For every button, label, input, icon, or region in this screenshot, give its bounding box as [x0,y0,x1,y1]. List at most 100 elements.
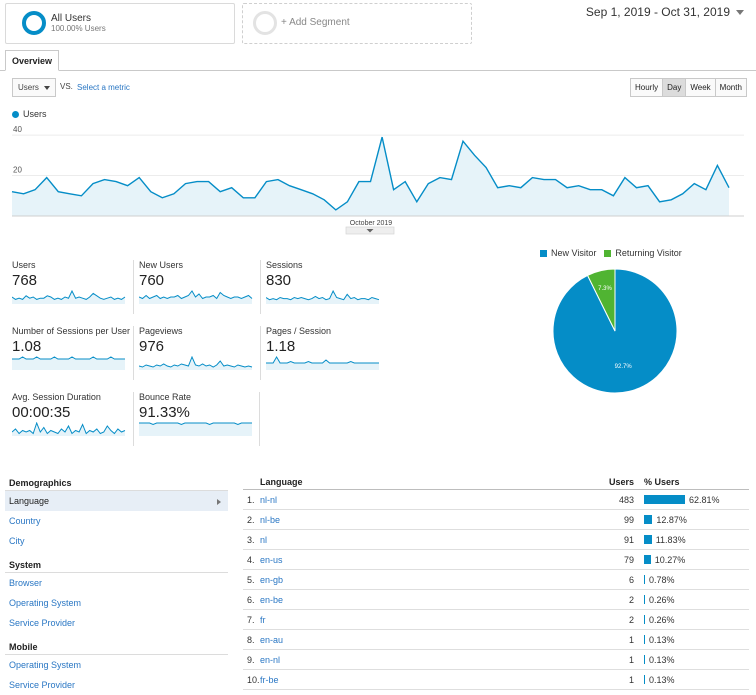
table-row[interactable]: 10. fr-be 1 0.13% [243,670,749,690]
legend-label: Users [23,109,47,119]
language-link[interactable]: en-be [260,595,284,605]
scorecard-divider [133,326,134,380]
pct-bar [644,495,685,504]
row-users: 2 [628,595,634,605]
scorecard-avg-session-duration[interactable]: Avg. Session Duration 00:00:35 [12,392,132,454]
table-row[interactable]: 2. nl-be 99 12.87% [243,510,749,530]
row-index: 9. [247,655,255,665]
granularity-hourly-button[interactable]: Hourly [631,79,664,96]
row-index: 2. [247,515,255,525]
tab-bar: Overview [0,50,756,71]
y-tick-label: 40 [13,125,22,134]
sidebar-section-mobile: Mobile [5,639,228,655]
sidebar-item-operating-system[interactable]: Operating System [9,660,82,670]
select-metric-link[interactable]: Select a metric [77,83,130,92]
scorecard-pages-session[interactable]: Pages / Session 1.18 [266,326,386,388]
granularity-month-button[interactable]: Month [715,79,746,96]
scorecard-value: 91.33% [139,404,190,421]
pie-slice-returning-visitor[interactable] [586,268,616,332]
metric-dropdown[interactable]: Users [12,78,56,97]
scorecard-value: 00:00:35 [12,404,71,421]
segment-all-users[interactable]: All Users 100.00% Users [5,3,235,44]
table-row[interactable]: 7. fr 2 0.26% [243,610,749,630]
sparkline-fill [139,423,252,436]
table-body: 1. nl-nl 483 62.81% 2. nl-be 99 12.87% 3. nl 91 11.… [243,490,749,690]
legend-swatch-icon [540,250,547,258]
legend-label: Returning Visitor [615,248,682,258]
language-link[interactable]: en-gb [260,575,284,585]
language-link[interactable]: en-us [260,555,283,565]
segment-title: All Users [51,13,92,24]
language-link[interactable]: nl-be [260,515,281,525]
row-pct-users: 12.87% [656,515,687,525]
header-pct-users: % Users [644,477,680,487]
sparkline-fill [139,357,252,370]
add-segment-button[interactable]: + Add Segment [242,3,472,44]
language-link[interactable]: nl-nl [260,495,278,505]
row-users: 1 [628,655,634,665]
granularity-week-button[interactable]: Week [686,79,716,96]
table-row[interactable]: 9. en-nl 1 0.13% [243,650,749,670]
scorecard-label: Avg. Session Duration [12,392,101,402]
y-tick-label: 20 [13,166,22,175]
row-pct-users: 0.26% [649,615,675,625]
date-range-label: Sep 1, 2019 - Oct 31, 2019 [585,5,730,19]
sidebar-item-country[interactable]: Country [9,516,41,526]
table-row[interactable]: 4. en-us 79 10.27% [243,550,749,570]
table-row[interactable]: 3. nl 91 11.83% [243,530,749,550]
legend-swatch-icon [604,250,612,258]
sparkline-path [266,290,380,301]
row-users: 2 [628,615,634,625]
area-fill [12,137,729,216]
language-link[interactable]: en-nl [260,655,281,665]
row-index: 5. [247,575,255,585]
scorecard-pageviews[interactable]: Pageviews 976 [139,326,259,388]
row-index: 10. [247,675,260,685]
row-pct-users: 62.81% [689,495,720,505]
date-range-picker[interactable]: Sep 1, 2019 - Oct 31, 2019 [586,5,744,19]
users-line-chart: 20 40 October 2019 [11,125,744,235]
language-link[interactable]: fr-be [260,675,279,685]
table-row[interactable]: 1. nl-nl 483 62.81% [243,490,749,510]
sidebar-item-language[interactable]: Language [5,491,228,511]
row-index: 7. [247,615,255,625]
scorecard-label: Pageviews [139,326,183,336]
row-users: 1 [628,635,634,645]
scorecard-divider [260,326,261,380]
scorecard-divider [133,392,134,446]
scorecard-value: 976 [139,338,165,355]
row-pct-users: 0.13% [649,675,675,685]
table-row[interactable]: 8. en-au 1 0.13% [243,630,749,650]
language-link[interactable]: nl [260,535,268,545]
tab-overview[interactable]: Overview [5,50,60,71]
pct-bar [644,595,645,604]
scorecard-new-users[interactable]: New Users 760 [139,260,259,322]
pct-bar [644,535,652,544]
pct-bar [644,655,645,664]
sidebar-item-service-provider[interactable]: Service Provider [9,680,76,690]
language-link[interactable]: fr [260,615,266,625]
table-row[interactable]: 6. en-be 2 0.26% [243,590,749,610]
sidebar-item-city[interactable]: City [9,536,25,546]
table-row[interactable]: 5. en-gb 6 0.78% [243,570,749,590]
scorecard-value: 830 [266,272,292,289]
pct-bar [644,675,645,684]
scorecard-label: Pages / Session [266,326,332,336]
scorecard-number-of-sessions-per-user[interactable]: Number of Sessions per User 1.08 [12,326,132,388]
row-users: 91 [623,535,634,545]
vs-label: VS. [60,82,73,91]
table-header: Language Users % Users [243,475,749,490]
sidebar-item-operating-system[interactable]: Operating System [9,598,82,608]
row-users: 483 [618,495,634,505]
scorecard-bounce-rate[interactable]: Bounce Rate 91.33% [139,392,259,454]
sidebar-item-browser[interactable]: Browser [9,578,43,588]
scorecard-users[interactable]: Users 768 [12,260,132,322]
scorecard-sessions[interactable]: Sessions 830 [266,260,386,322]
sidebar-item-service-provider[interactable]: Service Provider [9,618,76,628]
pct-bar [644,515,653,524]
granularity-day-button[interactable]: Day [663,79,687,96]
row-index: 6. [247,595,255,605]
row-pct-users: 0.78% [649,575,675,585]
scorecard-label: Sessions [266,260,303,270]
language-link[interactable]: en-au [260,635,284,645]
